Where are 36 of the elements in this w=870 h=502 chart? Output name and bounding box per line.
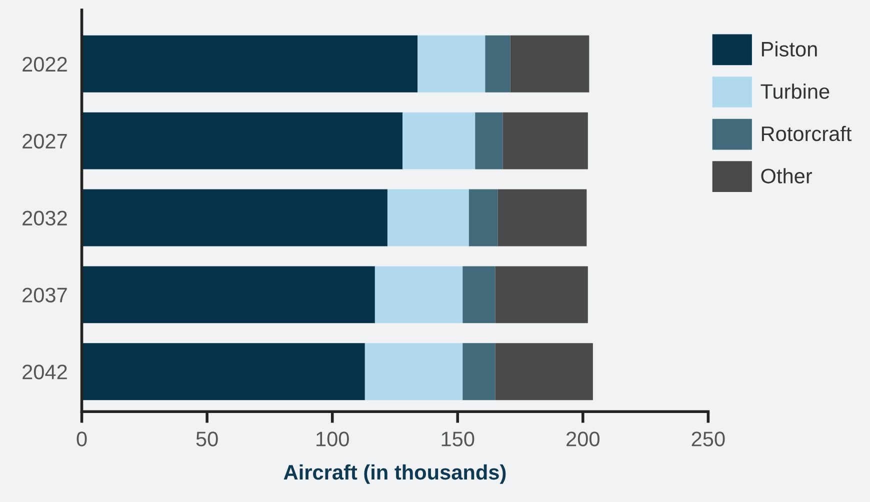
bar [462,266,496,324]
bar [462,343,496,400]
x-tick-label: 150 [442,432,474,446]
bar [82,35,418,92]
bar [387,189,469,246]
bar [82,189,388,246]
bar [402,112,476,170]
legend-label: Other [761,168,812,184]
bar [510,35,590,92]
y-tick-label: 2027 [22,134,67,149]
bar [82,343,365,400]
x-tick-label: 100 [316,432,349,446]
x-tick-label: 0 [76,432,87,446]
bar [82,266,375,324]
y-tick-label: 2022 [22,56,67,72]
bar [502,112,588,170]
x-tick-label: 50 [196,432,218,446]
y-tick-label: 2042 [22,364,67,380]
bar [495,266,588,324]
bar [418,35,486,92]
legend-label: Piston [762,41,817,57]
legend-label: Rotorcraft [762,126,852,142]
x-axis-title: Aircraft (in thousands) [284,464,506,484]
y-tick-label: 2037 [22,288,67,302]
bar [485,35,510,92]
bar [364,343,463,400]
bar [475,112,503,170]
bar [374,266,463,324]
legend-label: Turbine [760,84,830,99]
y-tick-label: 2032 [22,210,67,226]
x-tick-label: 250 [692,432,725,446]
bar [82,112,402,170]
x-tick-label: 200 [566,432,600,446]
bar [495,343,593,400]
bar [468,189,498,246]
bar [498,189,587,246]
